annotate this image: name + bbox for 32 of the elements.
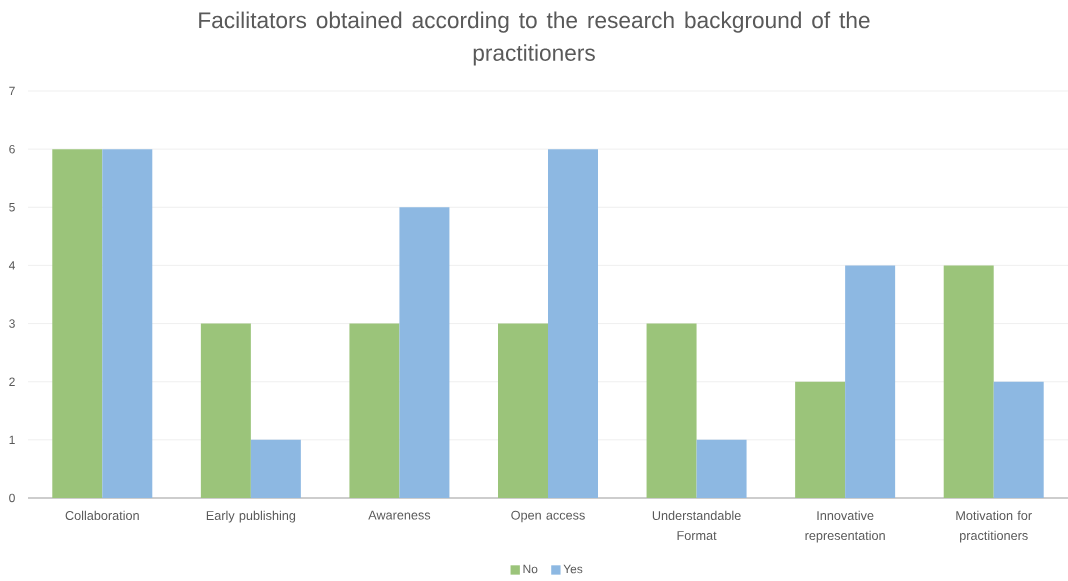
x-tick-label: Motivation for practitioners [956,510,1032,543]
bar [548,149,598,498]
y-tick-label: 7 [9,86,15,96]
bar [349,323,400,498]
bar [993,381,1044,498]
bar [696,439,747,498]
bar [646,323,697,498]
bar [795,381,846,498]
y-tick-label: 1 [9,435,15,444]
bar [943,265,994,498]
bar [845,265,896,498]
x-tick-label: Collaboration [65,510,139,520]
chart-title: Facilitators obtained according to the research background of the practitioners [199,11,870,66]
y-tick-label: 6 [9,144,15,154]
legend-label: No [523,564,538,574]
y-tick-label: 4 [8,261,15,270]
x-tick-label: Open access [511,510,585,523]
bar [498,323,548,498]
legend-label: Yes [563,564,583,574]
bar [102,149,153,498]
bar [250,439,301,498]
x-tick-label: Understandable Format [652,510,741,540]
y-tick-label: 0 [9,493,15,503]
bar [52,149,103,498]
x-tick-label: Early publishing [206,510,296,523]
y-tick-label: 2 [9,377,15,386]
x-tick-label: Innovative representation [805,510,885,543]
y-tick-label: 3 [9,319,15,328]
y-tick-label: 5 [9,203,15,212]
bar [399,207,450,498]
bar [200,323,251,498]
x-tick-label: Awareness [368,510,431,520]
